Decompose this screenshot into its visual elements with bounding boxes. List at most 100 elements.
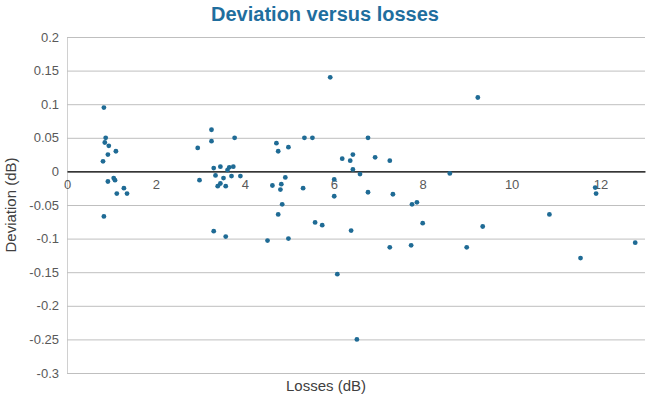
x-tick-label: 4 bbox=[242, 177, 249, 192]
point bbox=[302, 135, 307, 140]
point bbox=[332, 177, 337, 182]
x-tick-label: 2 bbox=[153, 177, 160, 192]
y-tick: 0.15 bbox=[34, 63, 645, 78]
x-tick: 10 bbox=[505, 171, 519, 191]
point bbox=[103, 135, 108, 140]
grid-line bbox=[67, 104, 645, 105]
point bbox=[114, 191, 119, 196]
point bbox=[197, 178, 202, 183]
y-tick: -0.1 bbox=[37, 231, 645, 246]
y-tick: -0.15 bbox=[29, 265, 645, 280]
grid-line bbox=[67, 71, 645, 72]
x-tick: 6 bbox=[331, 171, 338, 191]
point bbox=[415, 200, 420, 205]
point bbox=[227, 165, 232, 170]
y-tick-label: -0.2 bbox=[37, 298, 59, 313]
point bbox=[114, 149, 119, 154]
point bbox=[286, 145, 291, 150]
point bbox=[218, 181, 223, 186]
x-tick-label: 10 bbox=[505, 177, 519, 192]
x-tick: 2 bbox=[153, 171, 160, 191]
y-tick-label: 0.2 bbox=[41, 30, 59, 45]
point bbox=[409, 243, 414, 248]
y-tick: -0.25 bbox=[29, 332, 645, 347]
point bbox=[420, 221, 425, 226]
point bbox=[265, 238, 270, 243]
point bbox=[387, 245, 392, 250]
y-tick-label: -0.05 bbox=[29, 198, 59, 213]
point bbox=[101, 159, 106, 164]
y-tick-label: -0.1 bbox=[37, 231, 59, 246]
y-tick: 0 bbox=[52, 164, 645, 179]
point bbox=[354, 337, 359, 342]
point bbox=[278, 187, 283, 192]
grid-line bbox=[67, 138, 645, 139]
x-tick-label: 8 bbox=[420, 177, 427, 192]
grid-line bbox=[67, 272, 645, 273]
point bbox=[195, 145, 200, 150]
x-axis-line bbox=[68, 171, 646, 172]
point bbox=[373, 155, 378, 160]
point bbox=[276, 149, 281, 154]
point bbox=[320, 223, 325, 228]
point bbox=[349, 228, 354, 233]
plot-area: 0.2 0.15 0.1 0.05 0 -0.05 -0.1 -0.15 -0.2 -0.25 -0… bbox=[29, 30, 645, 381]
x-tick-label: 6 bbox=[331, 177, 338, 192]
point bbox=[270, 183, 275, 188]
chart: 0.2 0.15 0.1 0.05 0 -0.05 -0.1 -0.15 -0.2 -0.25 -0… bbox=[0, 0, 650, 401]
point bbox=[223, 234, 228, 239]
y-tick: -0.05 bbox=[29, 198, 645, 213]
y-tick: 0.1 bbox=[41, 97, 645, 112]
point bbox=[340, 156, 345, 161]
grid-line bbox=[67, 171, 645, 172]
point bbox=[410, 202, 415, 207]
point bbox=[594, 191, 599, 196]
y-axis-title: Deviation (dB) bbox=[2, 157, 19, 252]
point bbox=[310, 135, 315, 140]
point bbox=[387, 158, 392, 163]
point bbox=[447, 171, 452, 176]
point bbox=[313, 220, 318, 225]
y-tick-label: -0.3 bbox=[37, 366, 59, 381]
point bbox=[229, 174, 234, 179]
point bbox=[211, 229, 216, 234]
grid-line bbox=[67, 239, 645, 240]
point bbox=[366, 135, 371, 140]
point bbox=[391, 192, 396, 197]
point bbox=[102, 214, 107, 219]
y-axis: 0.2 0.15 0.1 0.05 0 -0.05 -0.1 -0.15 -0.2 -0.25 -0… bbox=[29, 30, 645, 381]
point bbox=[332, 194, 337, 199]
point bbox=[276, 212, 281, 217]
point bbox=[102, 140, 107, 145]
point bbox=[350, 167, 355, 172]
point bbox=[547, 212, 552, 217]
y-tick-label: -0.15 bbox=[29, 265, 59, 280]
point bbox=[213, 173, 218, 178]
points bbox=[101, 75, 638, 342]
point bbox=[211, 166, 216, 171]
grid-line bbox=[67, 37, 645, 38]
point bbox=[274, 141, 279, 146]
point bbox=[283, 175, 288, 180]
point bbox=[350, 152, 355, 157]
y-tick-label: 0 bbox=[52, 164, 59, 179]
point bbox=[280, 202, 285, 207]
y-tick-label: 0.15 bbox=[34, 63, 59, 78]
point bbox=[221, 176, 226, 181]
point bbox=[593, 185, 598, 190]
point bbox=[328, 75, 333, 80]
x-tick: 8 bbox=[420, 171, 427, 191]
point bbox=[464, 245, 469, 250]
point bbox=[209, 139, 214, 144]
point bbox=[366, 190, 371, 195]
point bbox=[125, 191, 130, 196]
y-tick: -0.2 bbox=[37, 298, 645, 313]
grid-line bbox=[67, 373, 645, 374]
point bbox=[113, 178, 118, 183]
point bbox=[231, 164, 236, 169]
y-tick-label: 0.1 bbox=[41, 97, 59, 112]
y-tick-label: 0.05 bbox=[34, 130, 59, 145]
point bbox=[102, 105, 107, 110]
point bbox=[238, 174, 243, 179]
point bbox=[279, 182, 284, 187]
